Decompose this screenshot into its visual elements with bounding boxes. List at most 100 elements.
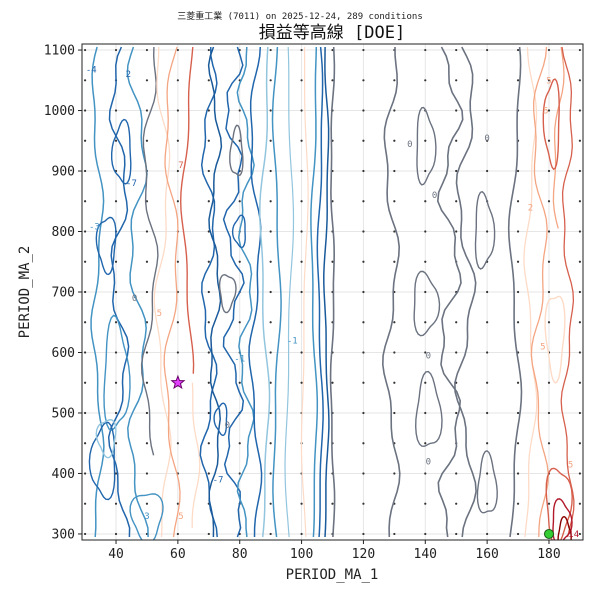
sample-point [362, 411, 365, 415]
sample-point [269, 48, 272, 52]
sample-point [300, 260, 303, 263]
sample-point [331, 502, 334, 505]
contour-line [414, 370, 443, 448]
sample-point [424, 48, 427, 52]
sample-point [238, 381, 241, 384]
sample-point [362, 321, 365, 324]
contour-line [381, 46, 401, 538]
sample-point [362, 472, 365, 475]
contour-line [271, 46, 282, 538]
sample-point [238, 109, 241, 112]
contour-label: 5 [157, 309, 162, 319]
y-axis-ticks: 300 400 500 600 700 800 900 1000 1100 [44, 44, 82, 542]
sample-point [516, 411, 520, 415]
sample-point [269, 502, 272, 505]
sample-point [424, 321, 427, 324]
sample-point [424, 260, 427, 263]
sample-point [269, 79, 272, 82]
sample-point [424, 411, 427, 415]
sample-point [207, 79, 210, 82]
sample-point [362, 532, 365, 536]
sample-point [486, 472, 489, 475]
contour-label: -7 [126, 179, 137, 189]
sample-point [547, 79, 551, 82]
contour-line [284, 46, 295, 538]
sample-point [578, 442, 582, 445]
sample-point [393, 472, 396, 475]
sample-point [486, 169, 489, 173]
sample-point [269, 290, 272, 294]
sample-point [269, 351, 272, 354]
sample-point [269, 169, 272, 173]
contour-line [90, 46, 105, 538]
sample-point [424, 502, 427, 505]
contour-line [103, 314, 131, 431]
sample-point [362, 290, 365, 294]
sample-point [393, 532, 396, 536]
sample-point [114, 411, 118, 415]
sample-point [393, 139, 396, 142]
sample-point [516, 230, 520, 233]
sample-point [547, 290, 551, 294]
contour-line [416, 106, 437, 186]
contour-line [544, 295, 566, 384]
sample-point [455, 472, 458, 475]
sample-point [578, 109, 582, 112]
sample-point [393, 200, 396, 203]
sample-point [83, 230, 87, 233]
sample-point [362, 200, 365, 203]
sample-point [578, 532, 582, 536]
x-tick-label: 160 [475, 547, 498, 562]
sample-point [83, 109, 87, 112]
sample-point [578, 381, 582, 384]
sample-point [176, 48, 179, 52]
contour-line [88, 421, 116, 501]
sample-point [207, 260, 210, 263]
sample-point [424, 381, 427, 384]
contour-line [218, 273, 237, 314]
sample-point [114, 48, 118, 52]
contour-line [163, 46, 181, 538]
contour-line [545, 467, 573, 540]
sample-point [486, 230, 489, 233]
sample-point [83, 48, 87, 52]
contour-line [476, 450, 498, 514]
sample-point [578, 48, 582, 52]
sample-point [83, 169, 87, 173]
y-tick-label: 1000 [44, 104, 75, 119]
contour-line [236, 46, 255, 538]
sample-point [176, 351, 179, 354]
sample-point [455, 411, 458, 415]
sample-point [424, 472, 427, 475]
sample-point [300, 200, 303, 203]
sample-point [114, 351, 118, 354]
sample-point [83, 321, 87, 324]
sample-point [486, 139, 489, 142]
sample-point [83, 79, 87, 82]
sample-point [547, 139, 551, 142]
y-tick-label: 800 [52, 225, 75, 240]
contour-label: 7 [178, 161, 183, 171]
contour-label: 5 [540, 342, 545, 352]
sample-point [176, 321, 179, 324]
sample-point [114, 200, 118, 203]
x-tick-label: 60 [170, 547, 186, 562]
sample-point [578, 169, 582, 173]
sample-point [362, 351, 365, 354]
sample-point [362, 502, 365, 505]
sample-point [547, 169, 551, 173]
sample-point [269, 109, 272, 112]
sample-point [362, 79, 365, 82]
contour-line [552, 46, 565, 229]
contour-line [231, 214, 246, 249]
contour-line [310, 46, 319, 538]
sample-point [83, 139, 87, 142]
sample-point [424, 230, 427, 233]
sample-point [114, 109, 118, 112]
sample-point [300, 532, 303, 536]
sample-point [393, 321, 396, 324]
sample-point [83, 532, 87, 536]
sample-point [547, 411, 551, 415]
sample-point [300, 139, 303, 142]
